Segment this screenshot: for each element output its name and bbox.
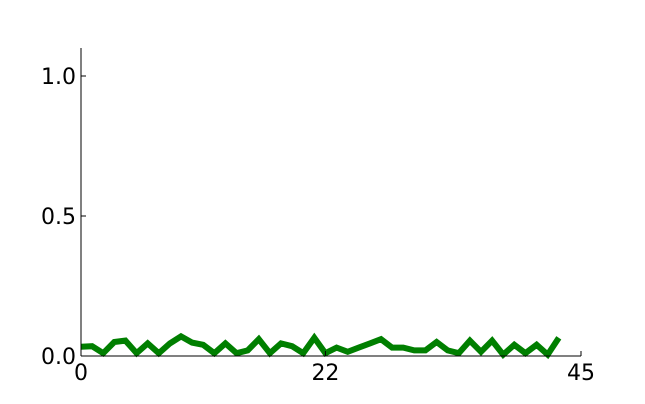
y-tick-label: 0.5 <box>41 205 76 230</box>
y-axis-ticks: 0.0 0.5 1.0 <box>41 65 86 370</box>
x-tick-label: 45 <box>567 361 595 386</box>
series-line-0 <box>80 332 562 360</box>
x-axis-ticks: 0 22 45 <box>74 351 595 386</box>
y-tick-label: 0.0 <box>41 345 76 370</box>
x-tick-label: 22 <box>311 361 339 386</box>
x-tick-label: 0 <box>74 361 88 386</box>
y-tick-label: 1.0 <box>41 65 76 90</box>
plot-area <box>80 332 562 360</box>
